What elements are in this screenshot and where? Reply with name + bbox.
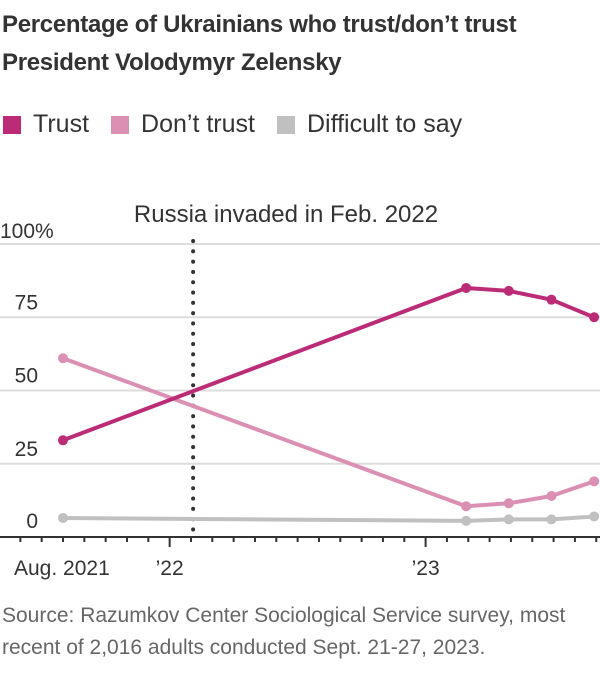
series-line [62, 286, 595, 443]
data-point [546, 294, 557, 305]
data-point [461, 501, 472, 512]
legend-label-trust: Trust [33, 110, 90, 138]
legend-label-dont-trust: Don’t trust [141, 110, 255, 138]
x-tick-label: Aug. 2021 [14, 557, 110, 580]
legend-item-dont-trust: Don’t trust [111, 110, 255, 139]
legend-item-trust: Trust [3, 110, 89, 139]
y-tick-label: 0 [26, 510, 38, 533]
legend-swatch-dont-trust [111, 115, 130, 134]
data-point [58, 435, 68, 446]
data-point [461, 282, 472, 293]
legend-swatch-trust [3, 115, 21, 134]
data-point [589, 312, 600, 323]
legend: Trust Don’t trust Difficult to say [3, 110, 484, 139]
data-point [503, 498, 514, 509]
y-tick-label: 100% [0, 220, 54, 243]
source-note: Source: Razumkov Center Sociological Ser… [2, 604, 566, 659]
x-tick-label: ’22 [156, 557, 184, 580]
y-tick-label: 75 [15, 291, 38, 314]
y-tick-label: 25 [15, 438, 38, 461]
legend-label-difficult: Difficult to say [306, 110, 463, 138]
y-tick-label: 50 [15, 365, 38, 388]
series-lines [58, 282, 600, 526]
series-difficult-to-say [58, 511, 600, 526]
data-point [503, 285, 514, 296]
data-point [58, 353, 68, 364]
y-tick-labels: 100% 75 50 25 0 [0, 220, 54, 533]
data-point [503, 514, 514, 525]
chart-title: Percentage of Ukrainians who trust/don’t… [2, 11, 517, 76]
x-axis: Aug. 2021 ’22 ’23 [0, 536, 600, 580]
series-don-t-trust [58, 353, 600, 512]
x-tick-label: ’23 [412, 557, 440, 580]
series-line [62, 356, 595, 509]
data-point [546, 490, 557, 501]
series-trust [58, 282, 600, 446]
data-point [589, 476, 600, 487]
data-point [546, 514, 557, 525]
legend-item-difficult: Difficult to say [276, 110, 463, 139]
gridlines [0, 243, 600, 465]
series-line [62, 514, 595, 523]
data-point [58, 512, 68, 523]
annotation-label: Russia invaded in Feb. 2022 [134, 201, 438, 228]
legend-swatch-difficult [276, 115, 295, 134]
annotation: Russia invaded in Feb. 2022 [134, 201, 438, 539]
data-point [589, 511, 600, 522]
data-point [461, 515, 472, 526]
